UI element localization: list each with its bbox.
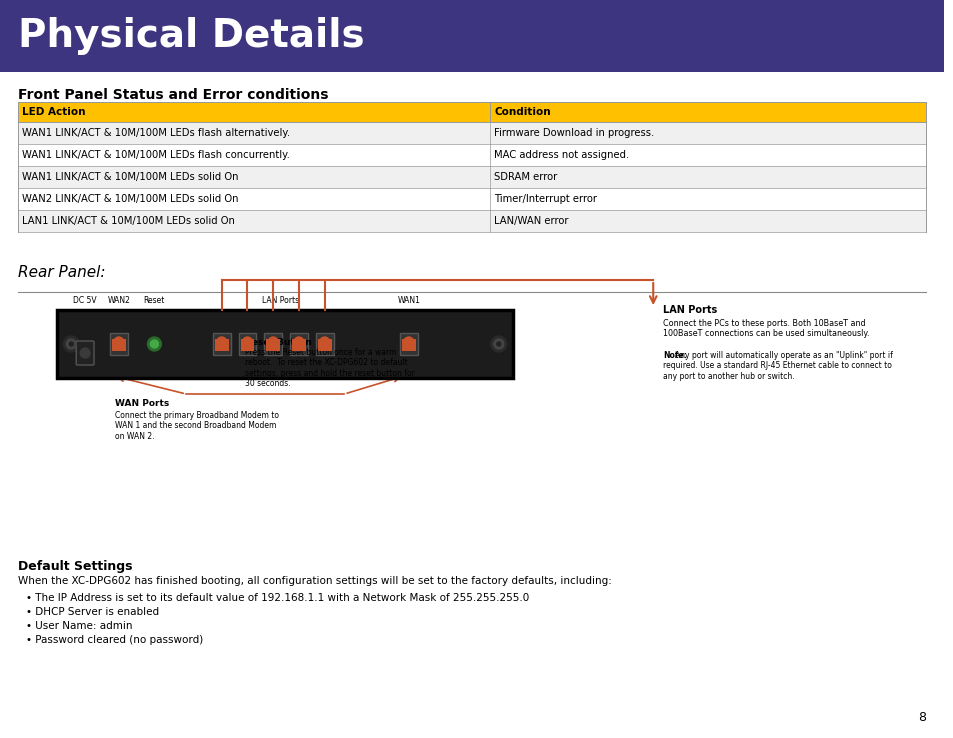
FancyBboxPatch shape [112,339,126,351]
FancyBboxPatch shape [399,333,417,355]
Text: Note:: Note: [662,351,686,360]
Circle shape [403,337,414,347]
Circle shape [67,339,76,349]
Text: WAN1: WAN1 [396,296,419,305]
FancyBboxPatch shape [18,210,925,232]
Circle shape [497,342,500,346]
Text: 8: 8 [918,711,925,724]
Circle shape [294,337,304,347]
Text: • DHCP Server is enabled: • DHCP Server is enabled [26,607,159,617]
Text: Firmware Download in progress.: Firmware Download in progress. [494,128,654,138]
Circle shape [242,337,253,347]
Circle shape [113,337,124,347]
Text: LAN1 LINK/ACT & 10M/100M LEDs solid On: LAN1 LINK/ACT & 10M/100M LEDs solid On [22,216,234,226]
Text: WAN Ports: WAN Ports [114,399,169,408]
Text: MAC address not assigned.: MAC address not assigned. [494,150,629,160]
Text: Condition: Condition [494,107,550,117]
FancyBboxPatch shape [18,144,925,166]
Text: WAN2 LINK/ACT & 10M/100M LEDs solid On: WAN2 LINK/ACT & 10M/100M LEDs solid On [22,194,238,204]
Circle shape [63,336,79,352]
Circle shape [216,337,227,347]
FancyBboxPatch shape [292,339,306,351]
Text: LAN Ports: LAN Ports [662,305,717,315]
Text: WAN1 LINK/ACT & 10M/100M LEDs solid On: WAN1 LINK/ACT & 10M/100M LEDs solid On [22,172,238,182]
FancyBboxPatch shape [18,188,925,210]
Text: Reset: Reset [144,296,165,305]
Text: Rear Panel:: Rear Panel: [18,265,105,280]
Circle shape [151,340,158,348]
Text: Front Panel Status and Error conditions: Front Panel Status and Error conditions [18,88,328,102]
Circle shape [491,336,506,352]
Text: • Password cleared (no password): • Password cleared (no password) [26,635,203,645]
FancyBboxPatch shape [18,166,925,188]
Text: • User Name: admin: • User Name: admin [26,621,132,631]
Text: WAN2: WAN2 [108,296,130,305]
Text: LAN/WAN error: LAN/WAN error [494,216,568,226]
FancyBboxPatch shape [264,333,282,355]
FancyBboxPatch shape [238,333,256,355]
FancyBboxPatch shape [213,333,231,355]
Text: Connect the primary Broadband Modem to
WAN 1 and the second Broadband Modem
on W: Connect the primary Broadband Modem to W… [114,411,278,441]
FancyBboxPatch shape [315,333,334,355]
Text: Default Settings: Default Settings [18,560,132,573]
FancyBboxPatch shape [401,339,416,351]
FancyBboxPatch shape [266,339,280,351]
Text: Timer/Interrupt error: Timer/Interrupt error [494,194,597,204]
Circle shape [80,348,90,358]
Text: Connect the PCs to these ports. Both 10BaseT and
100BaseT connections can be use: Connect the PCs to these ports. Both 10B… [662,319,869,339]
Circle shape [70,342,73,346]
FancyBboxPatch shape [317,339,332,351]
Text: Any port will automatically operate as an "Uplink" port if
required. Use a stand: Any port will automatically operate as a… [662,351,892,381]
Circle shape [268,337,278,347]
Circle shape [148,337,161,351]
Text: WAN1 LINK/ACT & 10M/100M LEDs flash alternatively.: WAN1 LINK/ACT & 10M/100M LEDs flash alte… [22,128,290,138]
FancyBboxPatch shape [240,339,254,351]
Text: SDRAM error: SDRAM error [494,172,557,182]
Text: DC 5V: DC 5V [73,296,97,305]
Text: Reset Button: Reset Button [245,338,312,347]
FancyBboxPatch shape [18,122,925,144]
Circle shape [494,339,503,349]
FancyBboxPatch shape [57,310,512,378]
Text: WAN1 LINK/ACT & 10M/100M LEDs flash concurrently.: WAN1 LINK/ACT & 10M/100M LEDs flash conc… [22,150,290,160]
Text: Press the Reset button once for a warm
reboot.  To reset the XC-DPG602 to defaul: Press the Reset button once for a warm r… [245,348,415,388]
FancyBboxPatch shape [290,333,308,355]
Circle shape [319,337,329,347]
FancyBboxPatch shape [0,0,943,72]
Text: LAN Ports: LAN Ports [261,296,298,305]
Text: Physical Details: Physical Details [18,17,364,55]
FancyBboxPatch shape [214,339,229,351]
Text: LED Action: LED Action [22,107,85,117]
FancyBboxPatch shape [18,102,925,122]
FancyBboxPatch shape [76,341,94,365]
Text: • The IP Address is set to its default value of 192.168.1.1 with a Network Mask : • The IP Address is set to its default v… [26,593,528,603]
FancyBboxPatch shape [110,333,128,355]
Text: When the XC-DPG602 has finished booting, all configuration settings will be set : When the XC-DPG602 has finished booting,… [18,576,611,586]
